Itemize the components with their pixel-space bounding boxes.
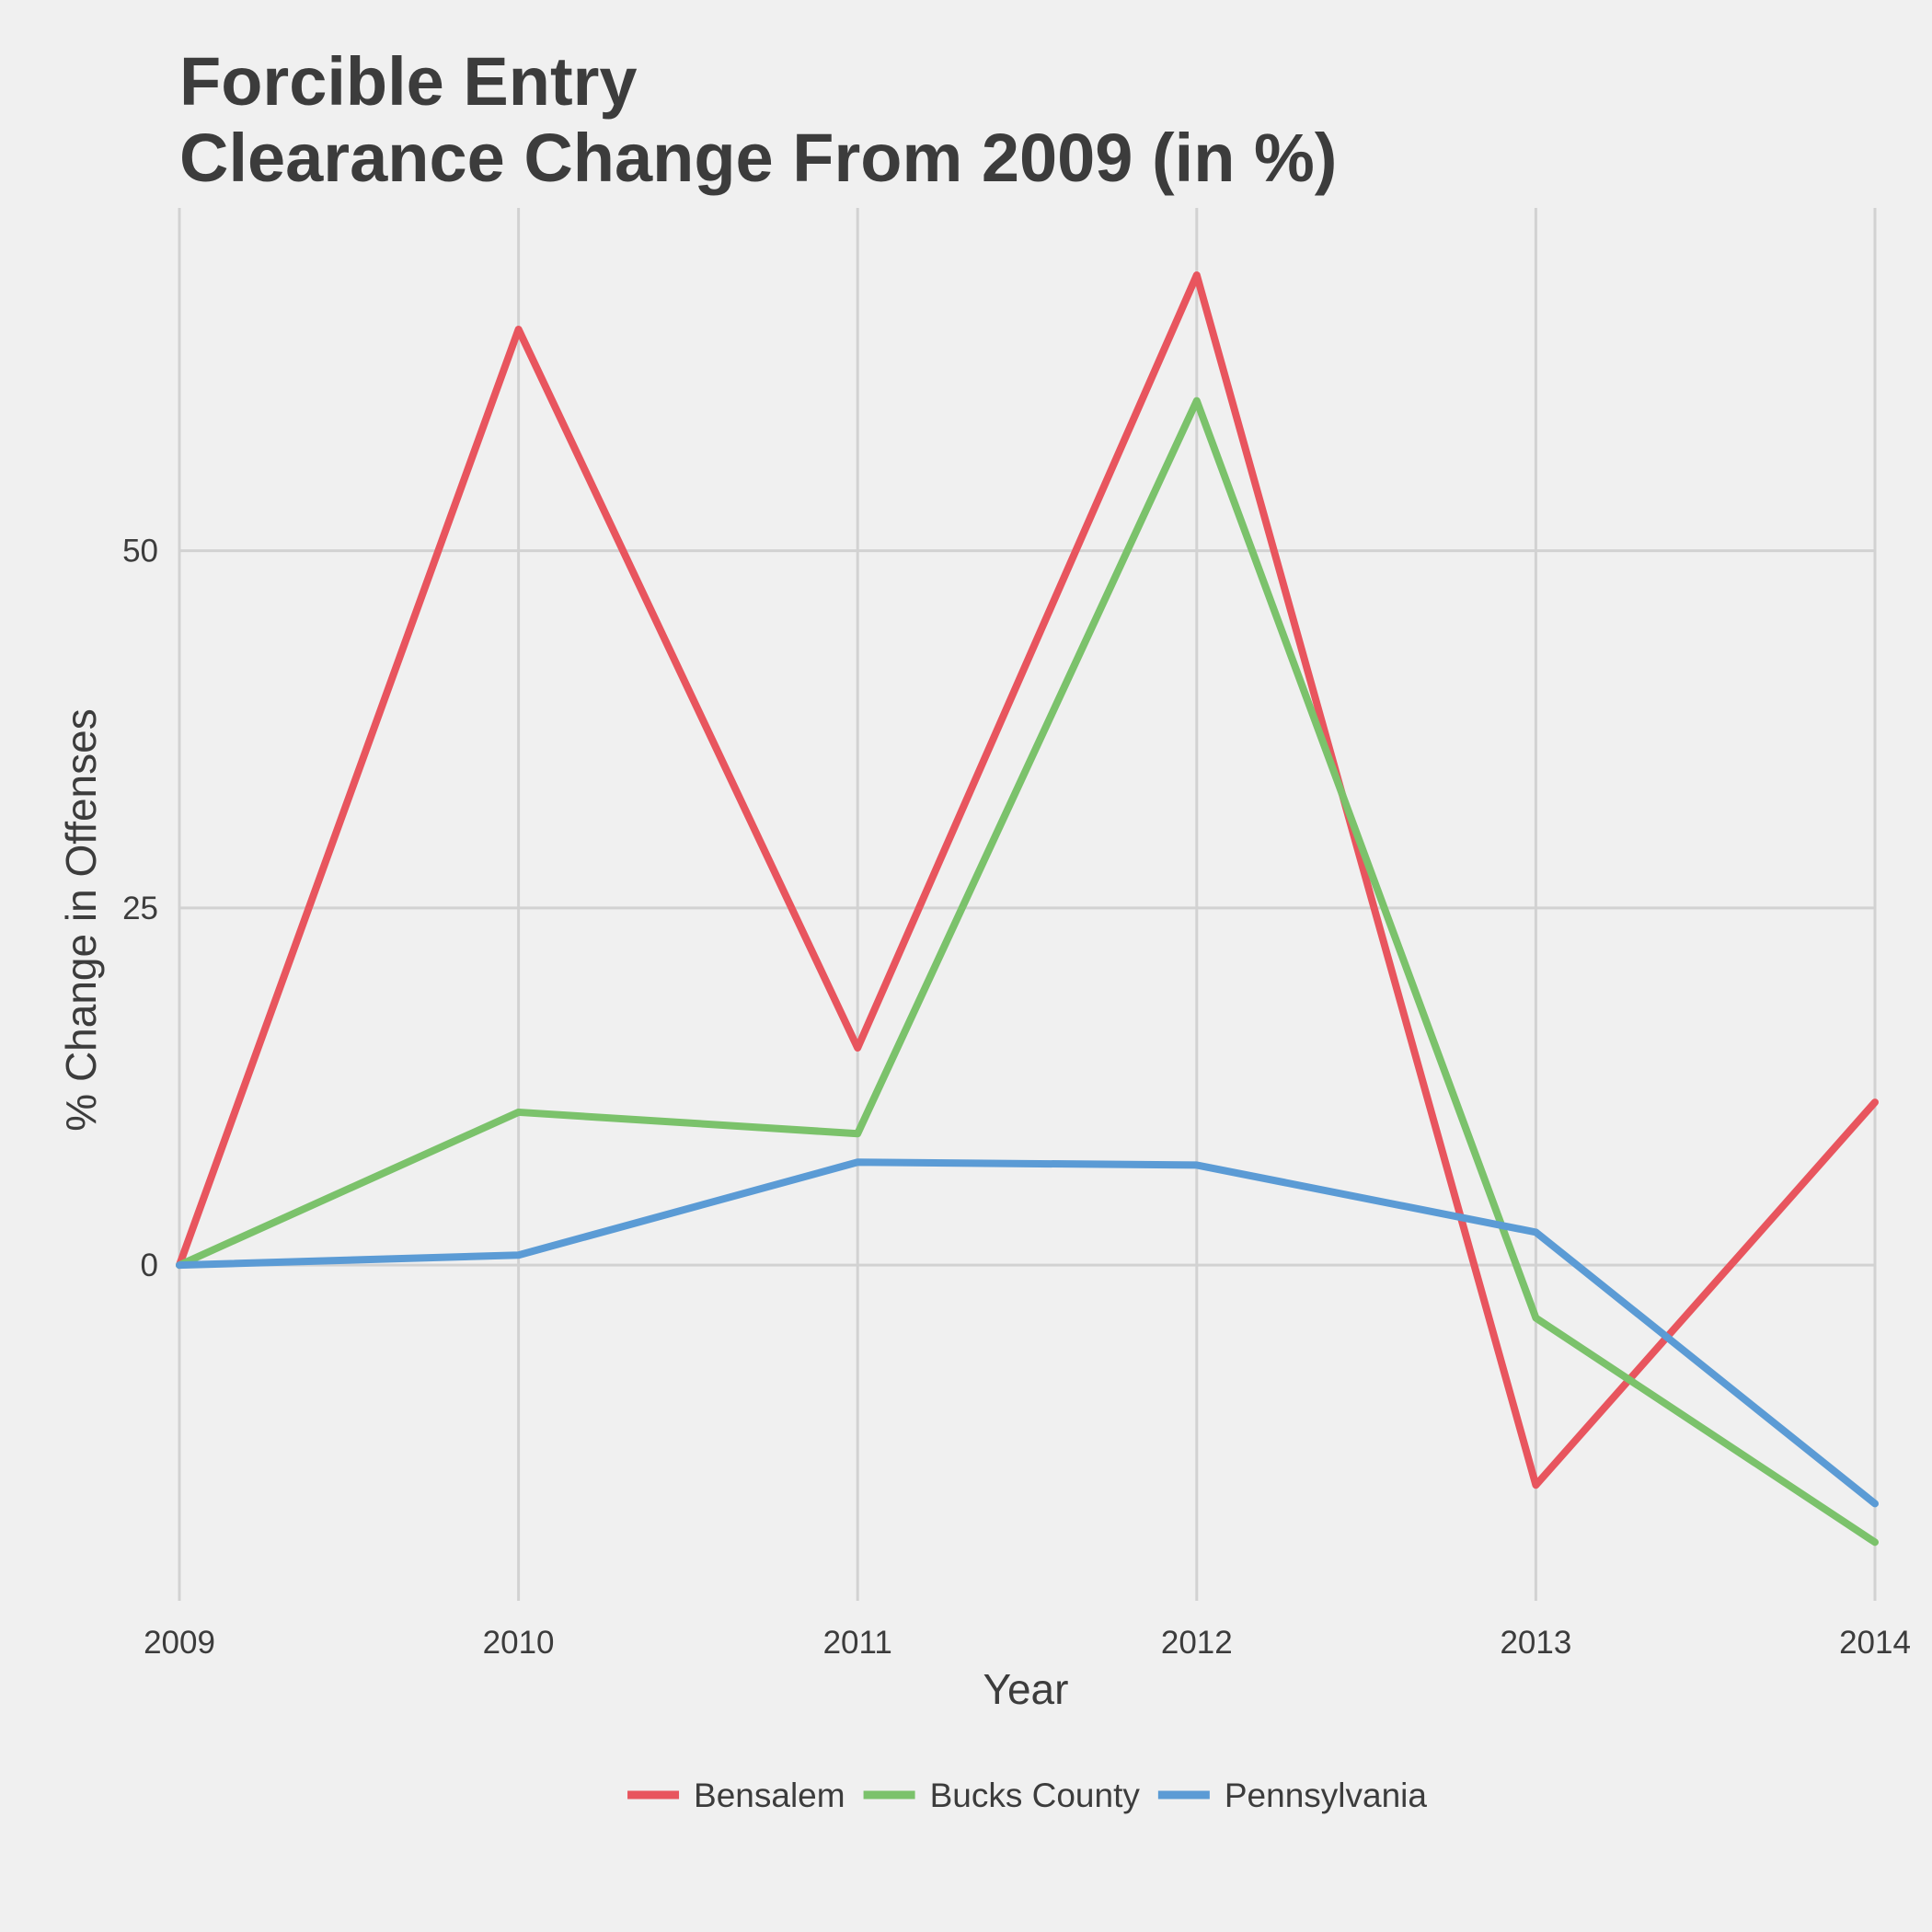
x-axis-title: Year [983, 1665, 1069, 1713]
series-line-pennsylvania [176, 1158, 1879, 1508]
series-line-bensalem [176, 270, 1879, 1489]
legend: Bensalem Bucks County Pennsylvania [627, 1777, 1427, 1814]
legend-item-bucks-county: Bucks County [863, 1777, 1141, 1814]
legend-label: Bensalem [694, 1777, 845, 1814]
gridlines [178, 208, 1877, 1601]
x-tick-label: 2013 [1500, 1625, 1571, 1661]
x-tick-label: 2011 [823, 1625, 892, 1661]
x-tick-label: 2010 [483, 1625, 555, 1661]
legend-item-bensalem: Bensalem [627, 1777, 845, 1814]
y-tick-labels: 0 25 50 [122, 534, 158, 1283]
chart-title-line-2: Clearance Change From 2009 (in %) [179, 120, 1337, 196]
y-tick-label: 25 [122, 891, 158, 926]
x-tick-label: 2009 [144, 1625, 215, 1661]
x-tick-label: 2014 [1839, 1625, 1911, 1661]
y-tick-label: 0 [141, 1248, 158, 1283]
y-axis-title: % Change in Offenses [57, 708, 105, 1131]
y-tick-label: 50 [122, 534, 158, 569]
series-lines [176, 270, 1879, 1547]
chart-title-line-1: Forcible Entry [179, 43, 638, 120]
series-line-bucks-county [176, 397, 1879, 1547]
legend-label: Pennsylvania [1225, 1777, 1428, 1814]
legend-label: Bucks County [930, 1777, 1141, 1814]
x-tick-labels: 2009 2010 2011 2012 2013 2014 [144, 1625, 1911, 1661]
x-tick-label: 2012 [1161, 1625, 1233, 1661]
legend-item-pennsylvania: Pennsylvania [1157, 1777, 1428, 1814]
